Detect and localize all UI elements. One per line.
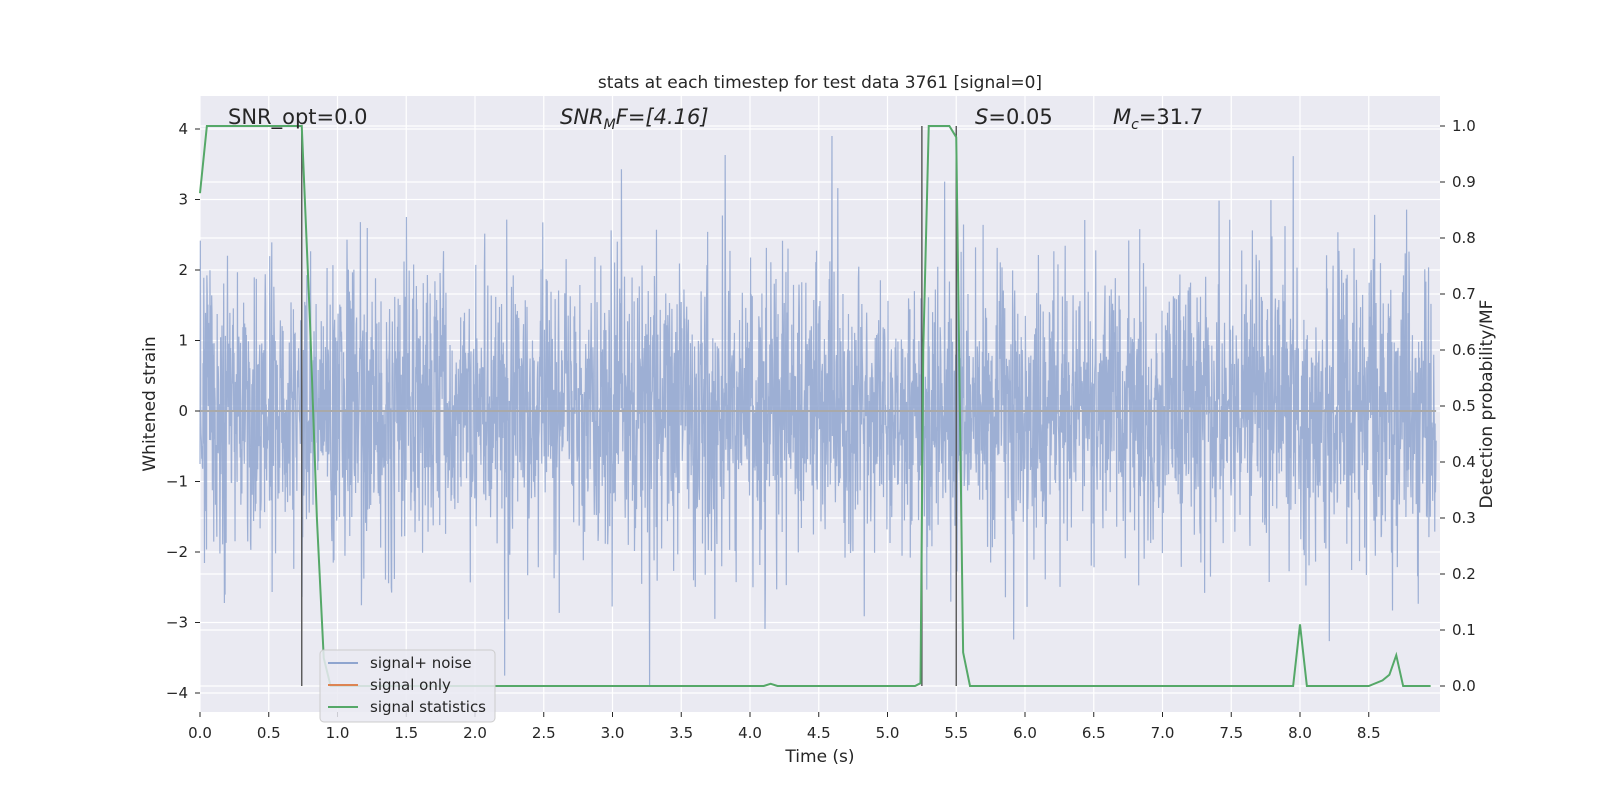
y2-tick-label: 0.2 [1452, 565, 1476, 583]
annotation-snr-mf-prefix: SNR [560, 105, 604, 129]
series-signal-noise [199, 136, 1437, 686]
annotation-mc-var: M [1113, 105, 1131, 129]
series-line-signal-statistics [199, 125, 1431, 687]
y2-tick-label: 0.3 [1452, 509, 1476, 527]
y-axis-ticks: 4 3 2 1 0 −1 −2 −3 −4 [166, 120, 200, 702]
y2-tick-label: 0.8 [1452, 229, 1476, 247]
chart-title: stats at each timestep for test data 376… [598, 73, 1042, 93]
x-tick-label: 2.0 [463, 724, 487, 742]
x-tick-label: 7.5 [1219, 724, 1243, 742]
x-tick-label: 8.5 [1357, 724, 1381, 742]
x-tick-label: 2.5 [532, 724, 556, 742]
x-tick-label: 1.0 [326, 724, 350, 742]
y-tick-label: −4 [166, 684, 188, 702]
y2-tick-label: 0.9 [1452, 173, 1476, 191]
x-tick-label: 6.0 [1013, 724, 1037, 742]
annotation-snr-opt: SNR_opt=0.0 [228, 105, 368, 130]
x-tick-label: 3.0 [601, 724, 625, 742]
y-tick-label: 1 [178, 332, 188, 350]
y-tick-label: 3 [178, 191, 188, 209]
series-signal-statistics [199, 125, 1431, 687]
y-tick-label: −2 [166, 543, 188, 561]
x-tick-label: 7.0 [1151, 724, 1175, 742]
x-tick-label: 5.0 [876, 724, 900, 742]
x-tick-label: 0.5 [257, 724, 281, 742]
x-axis-ticks: 0.0 0.5 1.0 1.5 2.0 2.5 3.0 3.5 4.0 4.5 5.0 5.5 6.0 6… [188, 712, 1381, 742]
annotation-mc-value: =31.7 [1139, 105, 1203, 129]
y-tick-label: −1 [166, 473, 188, 491]
y2-tick-label: 0.0 [1452, 677, 1476, 695]
legend: signal+ noise signal only signal statist… [319, 649, 496, 723]
x-tick-label: 8.0 [1288, 724, 1312, 742]
x-tick-label: 6.5 [1082, 724, 1106, 742]
y2-axis-label: Detection probability/MF [1477, 300, 1497, 509]
x-tick-label: 0.0 [188, 724, 212, 742]
y2-tick-label: 0.4 [1452, 453, 1476, 471]
x-axis-label: Time (s) [784, 747, 854, 767]
x-tick-label: 5.5 [944, 724, 968, 742]
y-tick-label: 2 [178, 261, 188, 279]
annotation-s-var: S [975, 105, 988, 129]
y2-tick-label: 0.5 [1452, 397, 1476, 415]
x-tick-label: 1.5 [394, 724, 418, 742]
y-axis-label: Whitened strain [140, 336, 160, 471]
y2-tick-label: 0.7 [1452, 285, 1476, 303]
x-tick-label: 3.5 [669, 724, 693, 742]
y2-tick-label: 1.0 [1452, 117, 1476, 135]
y-tick-label: 4 [178, 120, 188, 138]
x-tick-label: 4.0 [738, 724, 762, 742]
y2-axis-ticks: 1.0 0.9 0.8 0.7 0.6 0.5 0.4 0.3 0.2 0.1 0.0 [1440, 117, 1476, 695]
y-tick-label: −3 [166, 614, 188, 632]
annotation-s-value: =0.05 [988, 105, 1052, 129]
x-tick-label: 4.5 [807, 724, 831, 742]
annotation-mc: Mc=31.7 [1113, 105, 1203, 133]
annotation-s: S=0.05 [975, 105, 1053, 129]
legend-box [319, 649, 496, 723]
annotation-snr-mf-sub: M [604, 117, 616, 133]
y2-tick-label: 0.6 [1452, 341, 1476, 359]
annotation-mc-sub: c [1131, 117, 1139, 133]
y2-tick-label: 0.1 [1452, 621, 1476, 639]
legend-label-signal-only: signal only [370, 676, 451, 694]
y-tick-label: 0 [178, 402, 188, 420]
series-line-signal-noise [199, 136, 1437, 686]
legend-label-signal-statistics: signal statistics [370, 698, 486, 716]
annotation-snr-mf: SNRMF=[4.16] [560, 105, 709, 133]
annotation-snr-mf-suffix: F=[4.16] [616, 105, 709, 129]
legend-label-signal-noise: signal+ noise [370, 654, 472, 672]
